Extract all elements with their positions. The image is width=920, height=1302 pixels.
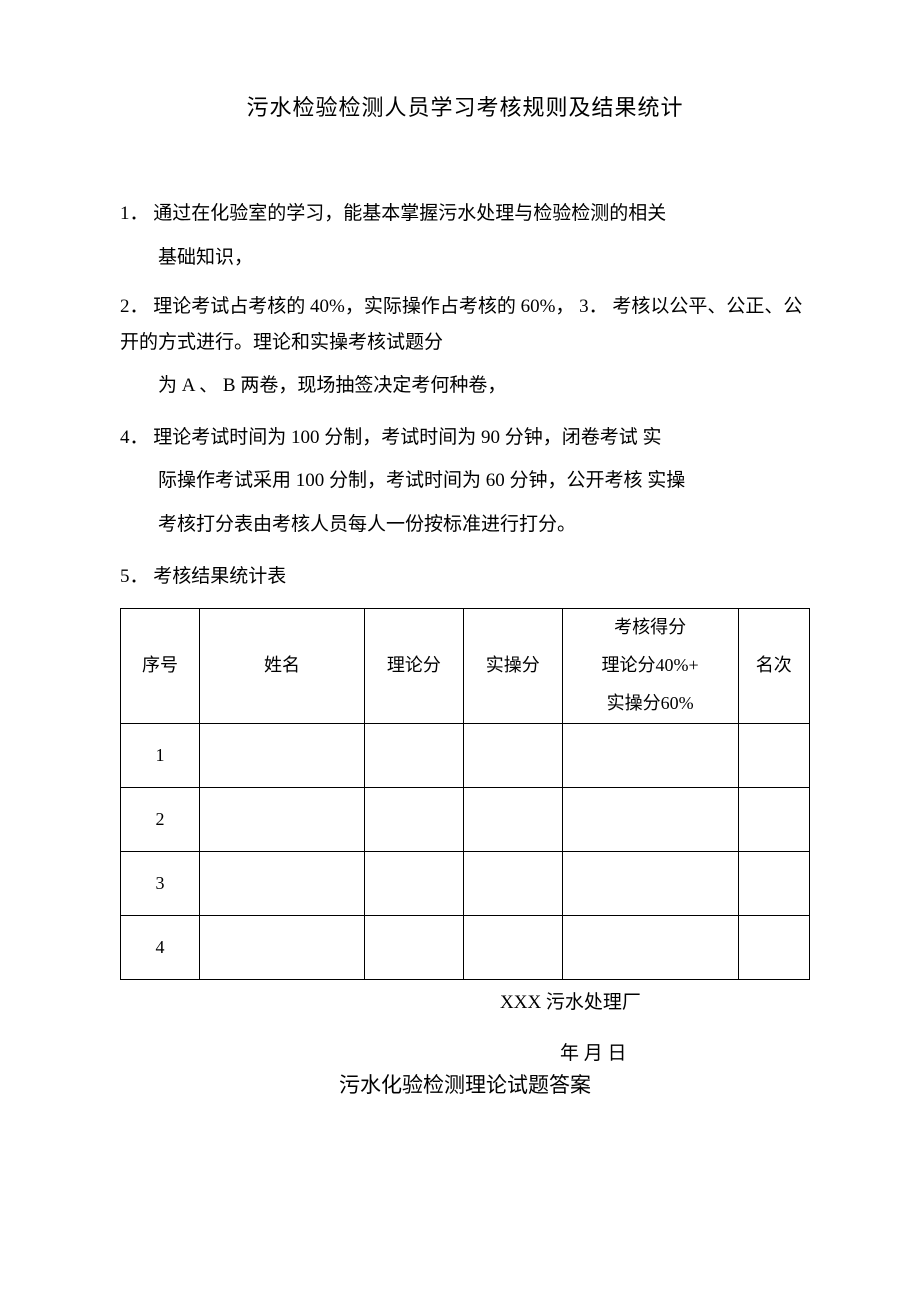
cell-name [200, 851, 365, 915]
date-line: 年 月 日 [120, 1038, 810, 1065]
rule-4-line-b: 际操作考试采用 100 分制，考试时间为 60 分钟，公开考核 实操 [120, 459, 810, 503]
table-row: 2 [121, 787, 810, 851]
rule-item-2-3-line-b: 为 A 、 B 两卷，现场抽签决定考何种卷， [120, 368, 810, 404]
cell-name [200, 787, 365, 851]
cell-rank [738, 723, 809, 787]
rule-item-1: 1． 通过在化验室的学习，能基本掌握污水处理与检验检测的相关 基础知识， [120, 192, 810, 279]
cell-score [562, 723, 738, 787]
signature-org: XXX 污水处理厂 [120, 988, 810, 1018]
th-theory: 理论分 [364, 609, 463, 723]
rule-item-4: 4． 理论考试时间为 100 分制，考试时间为 90 分钟，闭卷考试 实 [120, 416, 810, 460]
cell-practice [463, 723, 562, 787]
rule-1-line-a: 通过在化验室的学习，能基本掌握污水处理与检验检测的相关 [153, 203, 666, 224]
cell-practice [463, 915, 562, 979]
result-table: 序号 姓名 理论分 实操分 考核得分 理论分40%+ 实操分60% 名次 1 [120, 608, 810, 979]
cell-practice [463, 787, 562, 851]
cell-name [200, 723, 365, 787]
answer-sheet-title: 污水化验检测理论试题答案 [120, 1069, 810, 1099]
page: 污水检验检测人员学习考核规则及结果统计 1． 通过在化验室的学习，能基本掌握污水… [0, 0, 920, 1159]
rule-4-number: 4． [120, 427, 149, 448]
th-practice: 实操分 [463, 609, 562, 723]
th-name: 姓名 [200, 609, 365, 723]
rule-item-5: 5． 考核结果统计表 [120, 555, 810, 599]
cell-rank [738, 915, 809, 979]
cell-name [200, 915, 365, 979]
rule-4-line-a: 理论考试时间为 100 分制，考试时间为 90 分钟，闭卷考试 实 [153, 427, 661, 448]
rule-4-line-c: 考核打分表由考核人员每人一份按标准进行打分。 [120, 503, 810, 547]
th-seq: 序号 [121, 609, 200, 723]
table-row: 4 [121, 915, 810, 979]
cell-theory [364, 787, 463, 851]
cell-theory [364, 723, 463, 787]
th-score-line3: 实操分60% [563, 685, 738, 723]
cell-rank [738, 851, 809, 915]
rule-1-line-b: 基础知识， [120, 236, 810, 280]
table-row: 3 [121, 851, 810, 915]
cell-theory [364, 851, 463, 915]
table-row: 1 [121, 723, 810, 787]
cell-seq: 1 [121, 723, 200, 787]
th-score: 考核得分 理论分40%+ 实操分60% [562, 609, 738, 723]
cell-theory [364, 915, 463, 979]
th-score-line2: 理论分40%+ [563, 647, 738, 685]
cell-seq: 4 [121, 915, 200, 979]
th-score-line1: 考核得分 [563, 609, 738, 647]
cell-rank [738, 787, 809, 851]
th-rank: 名次 [738, 609, 809, 723]
rule-5-number: 5． [120, 566, 149, 587]
cell-seq: 3 [121, 851, 200, 915]
rule-1-number: 1． [120, 203, 149, 224]
rule-item-2-3-line-a: 2． 理论考试占考核的 40%，实际操作占考核的 60%， 3． 考核以公平、公… [120, 289, 810, 361]
cell-seq: 2 [121, 787, 200, 851]
cell-score [562, 915, 738, 979]
cell-score [562, 787, 738, 851]
table-header-row: 序号 姓名 理论分 实操分 考核得分 理论分40%+ 实操分60% 名次 [121, 609, 810, 723]
cell-score [562, 851, 738, 915]
rule-5-text: 考核结果统计表 [153, 566, 286, 587]
document-title: 污水检验检测人员学习考核规则及结果统计 [120, 90, 810, 122]
cell-practice [463, 851, 562, 915]
